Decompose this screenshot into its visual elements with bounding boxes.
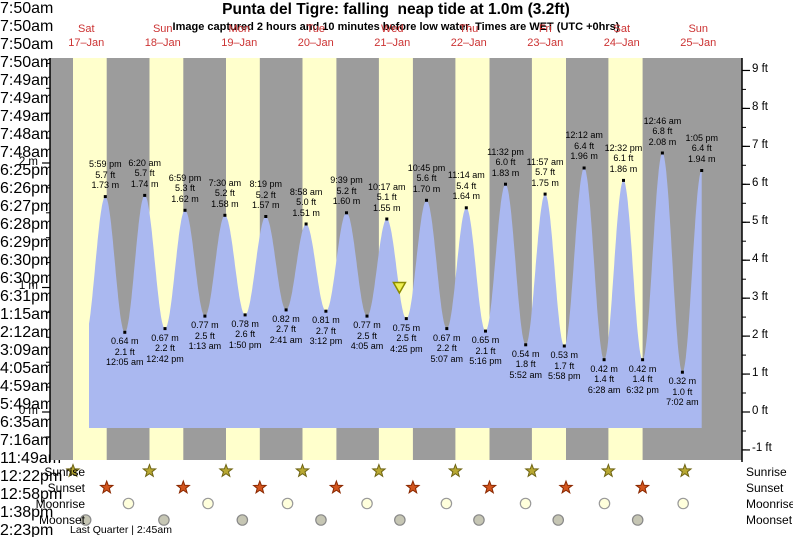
low-tide-dot — [284, 308, 288, 312]
sunrise-icon — [294, 463, 311, 478]
low-tide-dot — [524, 343, 528, 347]
low-tide-dot — [123, 330, 127, 334]
moonrise-icon — [361, 497, 373, 510]
low-tide-dot — [163, 327, 167, 331]
page-subtitle: Image captured 2 hours and 10 minutes be… — [172, 21, 620, 33]
high-tide-dot — [183, 208, 187, 212]
high-tide-dot — [504, 182, 507, 186]
low-tide-dot — [365, 314, 369, 318]
moonrise-icon — [677, 497, 689, 510]
low-tide-dot — [203, 314, 207, 318]
high-tide-dot — [304, 222, 308, 226]
moonset-icon — [158, 514, 170, 526]
moonset-icon — [79, 514, 92, 526]
sunrise-icon — [677, 463, 693, 478]
sunrise-icon — [524, 463, 540, 478]
moonset-row-label-left: Moonset — [38, 513, 85, 527]
moonrise-icon — [202, 497, 214, 510]
moonset-icon — [473, 514, 485, 526]
low-tide-dot — [484, 329, 487, 333]
high-tide-dot — [700, 169, 704, 172]
high-tide-dot — [103, 195, 107, 199]
page-title: Punta del Tigre: falling neap tide at 1.… — [222, 1, 570, 18]
high-tide-dot — [622, 178, 625, 182]
sunset-row-label-right: Sunset — [746, 481, 784, 495]
moonrise-icon — [122, 497, 135, 510]
low-tide-dot — [562, 344, 566, 348]
high-tide-dot — [223, 213, 227, 217]
low-tide-dot — [445, 327, 449, 331]
moonrise-icon — [440, 497, 453, 510]
high-tide-dot — [264, 215, 268, 218]
moonrise-icon — [281, 497, 294, 510]
sunrise-icon — [141, 463, 158, 478]
sunset-icon — [405, 479, 421, 494]
low-tide-dot — [680, 370, 684, 374]
high-tide-dot — [543, 192, 547, 196]
current-time-marker-icon — [392, 281, 407, 295]
sunrise-row-label-right: Sunrise — [746, 465, 787, 479]
low-tide-dot — [641, 358, 645, 362]
moonrise-row-label-left: Moonrise — [35, 497, 85, 511]
high-tide-dot — [660, 151, 664, 155]
low-tide-dot — [602, 358, 606, 362]
sunset-icon — [558, 479, 574, 494]
sunrise-icon — [218, 463, 234, 478]
moonset-icon — [631, 514, 644, 526]
low-tide-dot — [324, 309, 328, 313]
sunset-row-label-left: Sunset — [47, 481, 85, 495]
sunset-icon — [99, 479, 115, 494]
moonset-row-label-right: Moonset — [746, 513, 793, 527]
sunrise-row-label-left: Sunrise — [44, 465, 85, 479]
sunset-icon — [481, 479, 498, 494]
high-tide-dot — [385, 217, 389, 221]
tide-curve-area — [89, 153, 702, 428]
high-tide-dot — [143, 193, 147, 197]
low-tide-dot — [404, 317, 408, 321]
high-tide-dot — [464, 206, 468, 210]
sunset-icon — [328, 479, 344, 494]
sunrise-icon — [600, 463, 616, 478]
moonset-icon — [552, 514, 565, 526]
sunset-icon — [252, 479, 268, 494]
moonrise-row-label-right: Moonrise — [746, 497, 793, 511]
moon-phase-note: Last Quarter | 2:45am — [70, 524, 172, 536]
moonrise-icon — [598, 497, 611, 510]
moonset-icon — [394, 514, 406, 526]
moonset-icon — [315, 514, 327, 526]
moonrise-icon — [519, 497, 532, 510]
moonset-icon — [236, 514, 249, 526]
sunrise-icon — [65, 463, 81, 478]
sunrise-icon — [447, 463, 463, 478]
sunrise-icon — [371, 463, 387, 478]
sunset-icon — [175, 479, 191, 494]
high-tide-dot — [425, 198, 428, 202]
low-tide-dot — [243, 313, 247, 317]
high-tide-dot — [582, 166, 586, 170]
sunset-icon — [634, 479, 651, 494]
high-tide-dot — [345, 211, 348, 215]
